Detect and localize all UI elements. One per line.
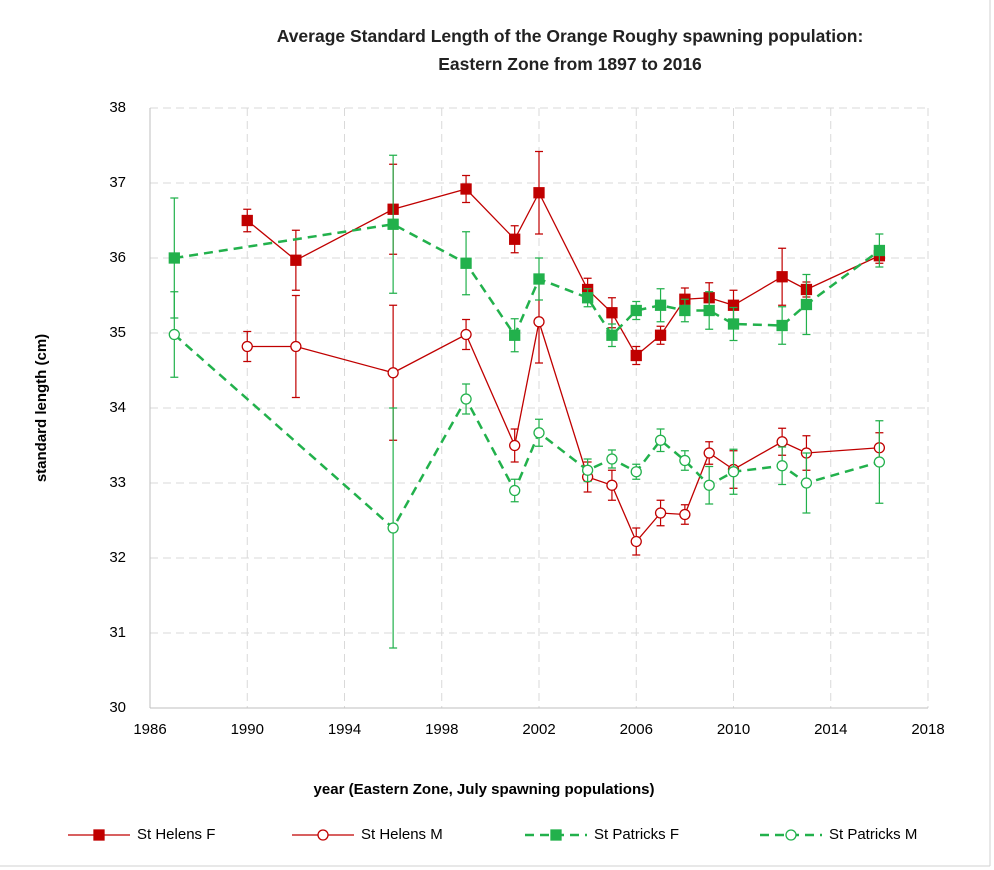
marker [460,257,472,269]
marker [460,183,472,195]
marker [509,439,521,452]
y-tick-label: 31 [109,624,126,641]
x-axis-label: year (Eastern Zone, July spawning popula… [314,781,655,798]
marker [533,427,545,439]
x-tick-label: 1990 [231,721,264,738]
marker [387,367,399,379]
marker [581,292,594,304]
y-tick-label: 30 [109,699,126,716]
marker [533,316,545,328]
marker [630,349,642,362]
x-tick-label: 2002 [522,721,555,738]
marker [460,328,472,341]
y-tick-label: 34 [109,399,126,416]
chart-title: Average Standard Length of the Orange Ro… [276,26,864,74]
marker [606,479,618,491]
marker [679,304,691,317]
x-tick-label: 1986 [133,721,166,738]
marker [241,340,253,353]
marker [800,298,813,311]
marker [800,477,813,489]
marker [581,464,594,476]
marker [509,329,521,341]
marker [703,447,715,459]
x-tick-label: 2006 [620,721,653,738]
y-tick-label: 35 [109,324,126,341]
marker [703,479,715,491]
marker [654,329,667,341]
marker [460,393,472,405]
marker [606,307,618,319]
marker [776,460,788,472]
marker [679,508,691,521]
marker [630,466,642,478]
marker [509,484,521,497]
series-line [173,333,880,530]
marker [509,233,521,245]
marker [776,436,788,448]
x-tick-label: 1994 [328,721,361,738]
marker [873,456,886,468]
legend-label: St Helens F [137,826,215,843]
y-axis-label: standard length (cm) [33,334,50,482]
marker [533,187,545,199]
marker [533,273,545,285]
y-tick-label: 33 [109,474,126,491]
marker [290,340,302,353]
marker [93,829,105,841]
marker [703,304,715,317]
marker [387,218,399,230]
marker [654,434,667,446]
marker [606,329,618,341]
x-tick-label: 2010 [717,721,750,738]
marker [550,829,562,841]
y-tick-label: 36 [109,249,126,266]
marker [630,535,642,548]
marker [785,829,797,841]
marker [727,318,740,330]
y-tick-label: 38 [109,99,126,116]
y-tick-label: 32 [109,549,126,566]
marker [630,304,642,317]
series-line [247,321,880,543]
marker [776,319,788,332]
marker [606,453,618,465]
marker [873,244,886,257]
marker [168,252,180,264]
marker [679,454,691,467]
x-tick-label: 1998 [425,721,458,738]
series-line [174,222,881,338]
marker [241,214,253,227]
marker [776,271,788,283]
series-line [246,188,880,357]
marker [290,254,302,266]
legend-label: St Patricks M [829,826,917,843]
marker [727,466,740,478]
marker [387,522,399,534]
marker [654,299,667,311]
x-tick-label: 2018 [911,721,944,738]
y-tick-label: 37 [109,174,126,191]
legend-label: St Helens M [361,826,443,843]
marker [654,507,667,519]
marker [168,328,180,341]
legend-label: St Patricks F [594,826,679,843]
marker [317,829,329,841]
x-tick-label: 2014 [814,721,847,738]
